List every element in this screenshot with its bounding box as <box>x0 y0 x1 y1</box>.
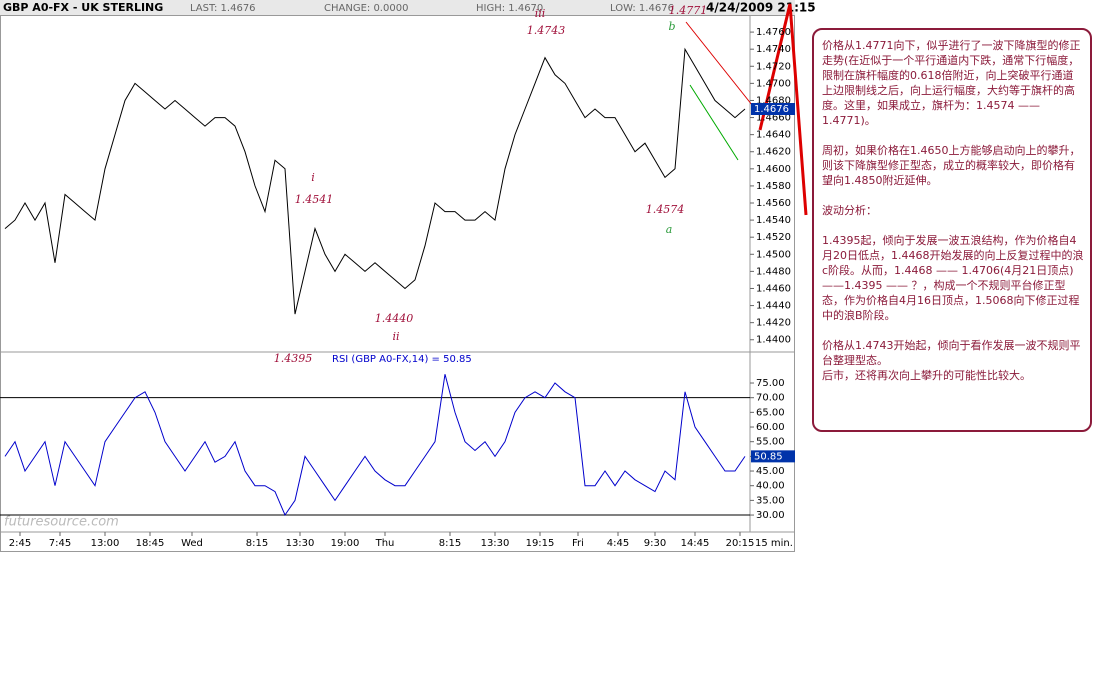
y-tick-label: 1.4560 <box>756 198 791 209</box>
chart-frame <box>0 15 795 552</box>
channel-upper <box>685 21 761 116</box>
note-paragraph: 1.4395起，倾向于发展一波五浪结构，作为价格自4月20日低点，1.4468开… <box>822 234 1084 322</box>
annotation: ii <box>392 330 399 343</box>
x-tick-label: Wed <box>181 538 203 549</box>
x-tick-label: 19:00 <box>331 538 360 549</box>
y-tick-label: 1.4680 <box>756 95 791 106</box>
y-tick-label: 1.4500 <box>756 249 791 260</box>
y-tick-label: 1.4720 <box>756 61 791 72</box>
current-box <box>751 450 795 463</box>
x-tick-label: 19:15 <box>526 538 555 549</box>
x-tick-label: 8:15 <box>246 538 268 549</box>
y-tick-label: 1.4740 <box>756 44 791 55</box>
x-tick-label: 9:30 <box>644 538 666 549</box>
y-tick-label: 1.4600 <box>756 164 791 175</box>
note-paragraph: 周初，如果价格在1.4650上方能够启动向上的攀升，则该下降旗型修正型态，成立的… <box>822 144 1081 187</box>
annotation: iii <box>535 7 546 20</box>
current-box <box>751 103 795 116</box>
y-tick-label: 1.4540 <box>756 215 791 226</box>
note-paragraph: 价格从1.4771向下，似乎进行了一波下降旗型的修正走势(在近似于一个平行通道内… <box>822 39 1081 127</box>
note-paragraph: 后市，还将再次向上攀升的可能性比较大。 <box>822 369 1031 382</box>
annotation: 1.4541 <box>295 193 334 206</box>
y-tick-label: 55.00 <box>756 437 785 448</box>
y-tick-label: 1.4760 <box>756 27 791 38</box>
x-tick-label: 7:45 <box>49 538 71 549</box>
y-tick-label: 1.4480 <box>756 266 791 277</box>
y-tick-label: 1.4660 <box>756 113 791 124</box>
annotation: i <box>311 171 315 184</box>
y-tick-label: 35.00 <box>756 495 785 506</box>
projection-arrow <box>758 3 808 216</box>
series-line <box>4 374 746 517</box>
annotation: 1.4574 <box>646 203 685 216</box>
high: HIGH: 1.4670 <box>476 3 543 14</box>
y-tick-label: 60.00 <box>756 422 785 433</box>
x-tick-label: 13:30 <box>481 538 510 549</box>
interval: 15 min. <box>755 538 793 549</box>
x-tick-label: Fri <box>572 538 584 549</box>
current-label: 50.85 <box>754 451 783 462</box>
x-tick-label: Thu <box>375 538 395 549</box>
x-tick-label: 14:45 <box>681 538 710 549</box>
y-tick-label: 1.4460 <box>756 283 791 294</box>
y-tick-label: 1.4580 <box>756 181 791 192</box>
y-tick-label: 70.00 <box>756 393 785 404</box>
y-tick-label: 65.00 <box>756 407 785 418</box>
annotation: 1.4743 <box>527 24 566 37</box>
annotation: 1.4395 <box>274 352 313 365</box>
annotation: 1.4440 <box>375 312 414 325</box>
symbol: GBP A0-FX - UK STERLING <box>3 1 163 14</box>
x-tick-label: 4:45 <box>607 538 629 549</box>
annotation: a <box>666 223 673 236</box>
y-tick-label: 45.00 <box>756 466 785 477</box>
watermark: futuresource.com <box>4 515 119 530</box>
x-tick-label: 13:00 <box>91 538 120 549</box>
channel-lower <box>689 84 739 161</box>
x-tick-label: 8:15 <box>439 538 461 549</box>
y-tick-label: 30.00 <box>756 510 785 521</box>
change: CHANGE: 0.0000 <box>324 3 408 14</box>
y-tick-label: 1.4400 <box>756 335 791 346</box>
y-tick-label: 1.4640 <box>756 130 791 141</box>
low: LOW: 1.4676 <box>610 3 674 14</box>
series-line <box>4 47 746 315</box>
y-tick-label: 1.4700 <box>756 78 791 89</box>
x-tick-label: 13:30 <box>286 538 315 549</box>
y-tick-label: 1.4440 <box>756 301 791 312</box>
y-tick-label: 1.4420 <box>756 318 791 329</box>
x-tick-label: 2:45 <box>9 538 31 549</box>
y-tick-label: 1.4620 <box>756 147 791 158</box>
annotation: b <box>668 20 675 33</box>
notes-box: 价格从1.4771向下，似乎进行了一波下降旗型的修正走势(在近似于一个平行通道内… <box>812 28 1092 432</box>
y-tick-label: 1.4520 <box>756 232 791 243</box>
y-tick-label: 75.00 <box>756 378 785 389</box>
annotation: 1.4771 <box>669 4 708 17</box>
y-tick-label: 40.00 <box>756 481 785 492</box>
header-bar <box>0 0 795 15</box>
x-tick-label: 20:15 <box>726 538 755 549</box>
note-paragraph: 波动分析： <box>822 204 877 217</box>
note-paragraph: 价格从1.4743开始起，倾向于看作发展一波不规则平台整理型态。 <box>822 339 1081 367</box>
last: LAST: 1.4676 <box>190 3 256 14</box>
rsi-title: RSI (GBP A0-FX,14) = 50.85 <box>332 354 472 365</box>
current-label: 1.4676 <box>754 104 789 115</box>
datetime: 4/24/2009 21:15 <box>706 1 816 15</box>
x-tick-label: 18:45 <box>136 538 165 549</box>
